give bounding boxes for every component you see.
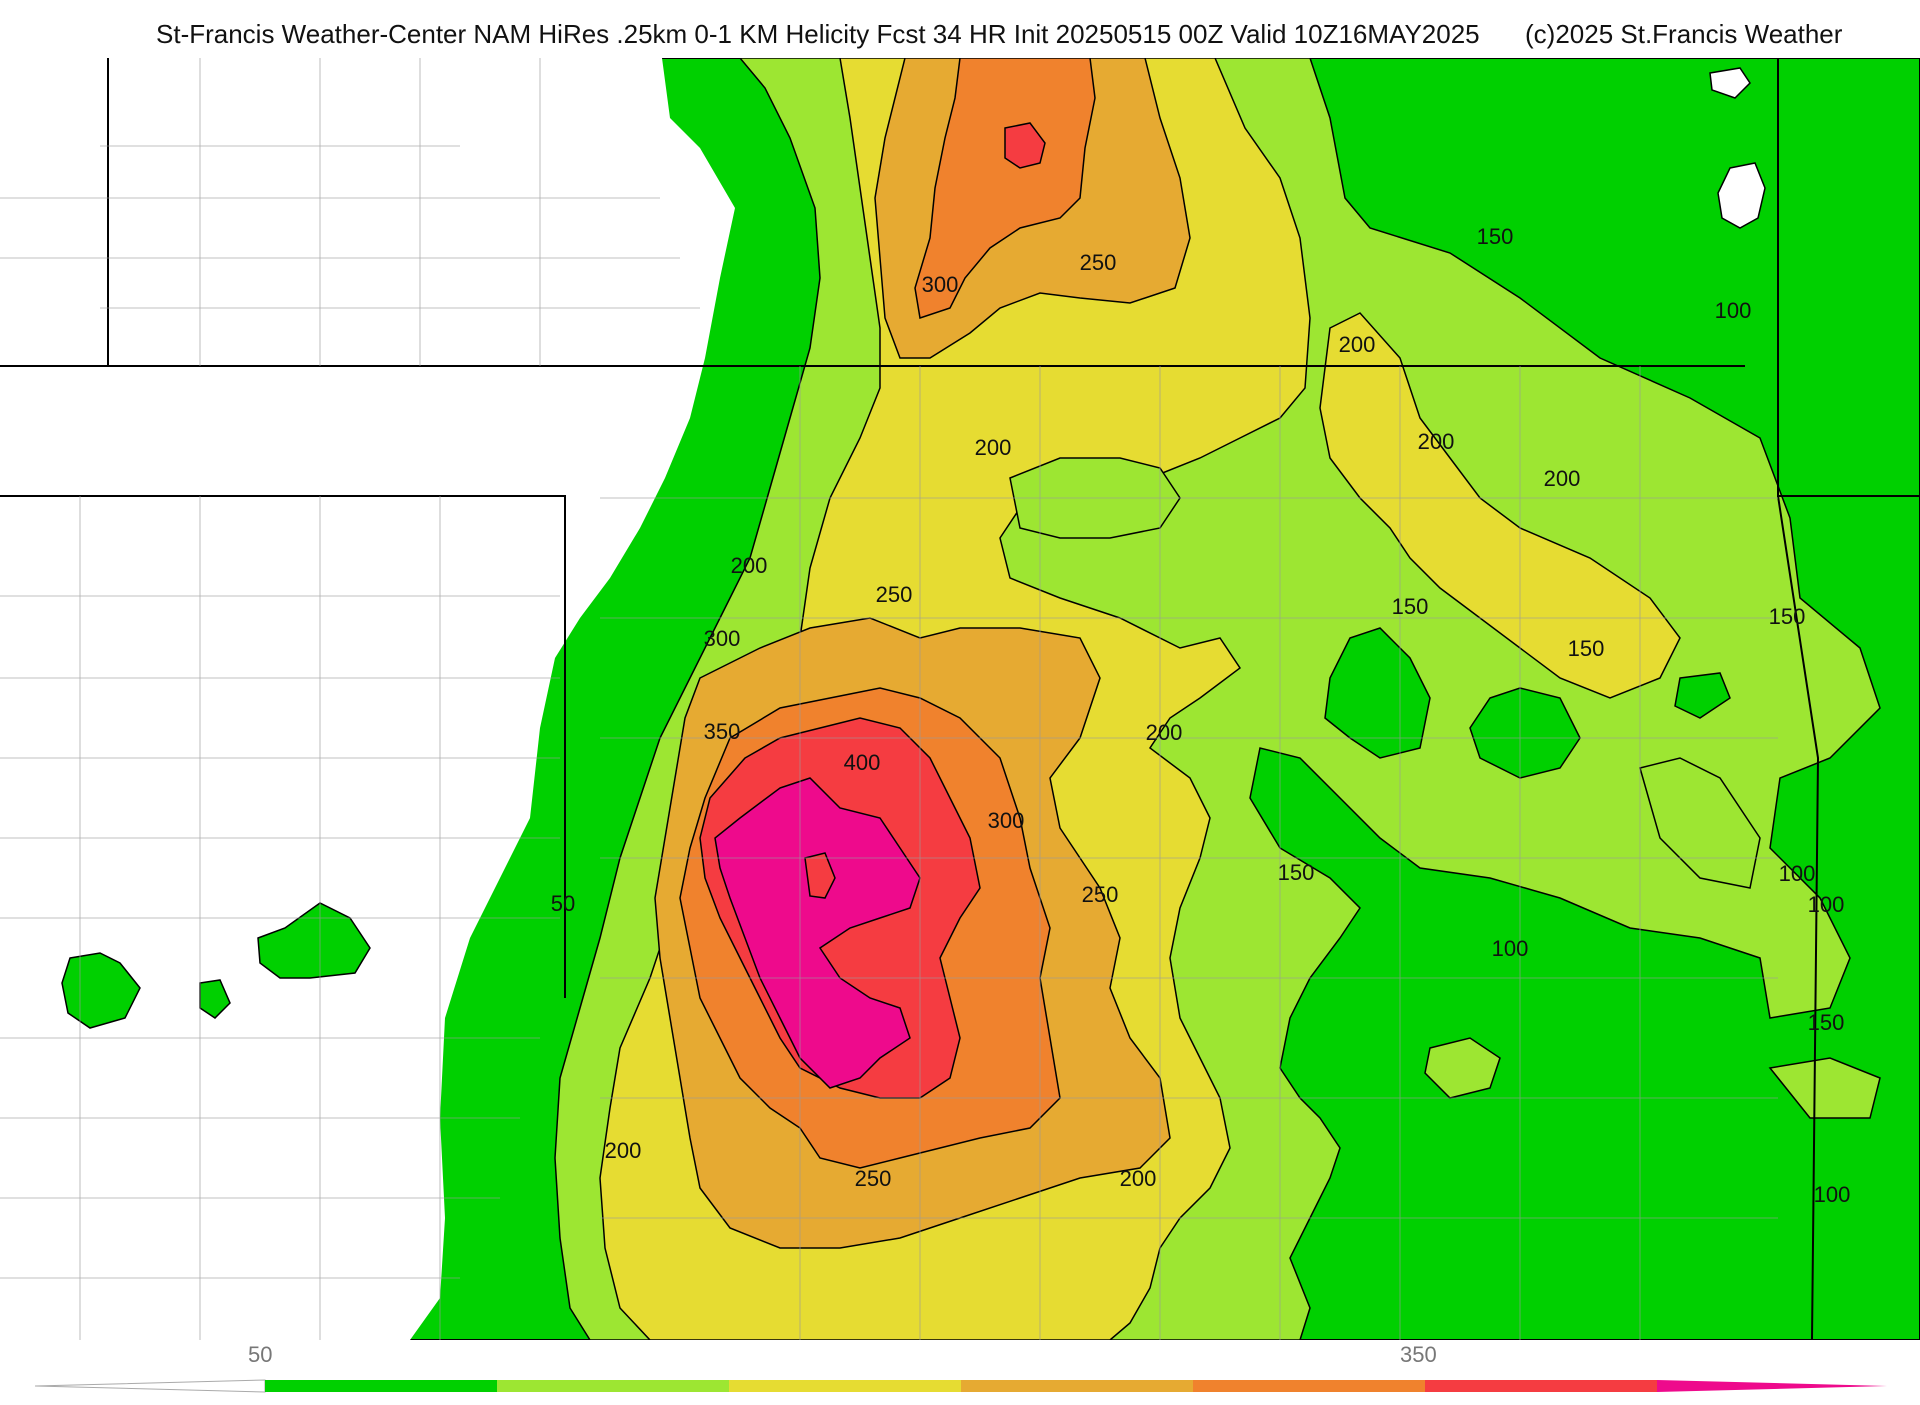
- legend-swatch: [961, 1380, 1193, 1392]
- contour-label: 200: [1339, 332, 1376, 357]
- map-title-bar: St-Francis Weather-Center NAM HiRes .25k…: [0, 0, 1920, 58]
- helicity-band-200: [1319, 312, 1681, 699]
- contour-label: 400: [844, 750, 881, 775]
- lake-shape: [1709, 67, 1751, 99]
- legend-tick-50: 50: [248, 1342, 273, 1367]
- helicity-band-400: [714, 777, 921, 1089]
- helicity-band-150: [1424, 1037, 1501, 1099]
- contour-label: 200: [605, 1138, 642, 1163]
- contour-label: 200: [1418, 429, 1455, 454]
- contour-label: 50: [551, 891, 575, 916]
- contour-label: 200: [1544, 466, 1581, 491]
- contour-label: 300: [922, 272, 959, 297]
- contour-label: 300: [704, 626, 741, 651]
- contour-label: 150: [1278, 860, 1315, 885]
- contour-label: 200: [975, 435, 1012, 460]
- contour-label: 150: [1392, 594, 1429, 619]
- legend-bar: [34, 1379, 1887, 1393]
- helicity-blob-50: [257, 902, 371, 979]
- contour-label: 250: [876, 582, 913, 607]
- legend-swatch: [1425, 1380, 1657, 1392]
- helicity-band-150: [1768, 1057, 1881, 1119]
- contour-label: 250: [855, 1166, 892, 1191]
- contour-label: 150: [1568, 636, 1605, 661]
- helicity-blob-50: [61, 952, 141, 1029]
- helicity-map: 300 250 150 100 200 200 200 200 200 250 300 150 150 1…: [0, 58, 1920, 1340]
- helicity-hole-350: [804, 852, 836, 899]
- legend-swatch: [265, 1380, 497, 1392]
- state-boundaries: [0, 58, 1920, 1340]
- contour-label: 200: [731, 553, 768, 578]
- helicity-band-150: [1639, 757, 1761, 889]
- contour-label: 100: [1715, 298, 1752, 323]
- contour-labels: 300 250 150 100 200 200 200 200 200 250 300 150 150 1…: [551, 224, 1851, 1207]
- helicity-band-350: [1004, 122, 1046, 169]
- contour-label: 250: [1080, 250, 1117, 275]
- contour-label: 200: [1146, 720, 1183, 745]
- copyright-text: (c)2025 St.Francis Weather: [1525, 19, 1843, 49]
- legend-arrow-low: [34, 1379, 266, 1393]
- contour-label: 100: [1814, 1182, 1851, 1207]
- contour-label: 350: [704, 719, 741, 744]
- legend-swatch: [497, 1380, 729, 1392]
- contour-label: 150: [1808, 1010, 1845, 1035]
- contour-label: 100: [1779, 861, 1816, 886]
- lake-shape: [1717, 162, 1766, 229]
- contour-label: 200: [1120, 1166, 1157, 1191]
- contour-label: 100: [1808, 892, 1845, 917]
- contour-label: 300: [988, 808, 1025, 833]
- contour-label: 100: [1492, 936, 1529, 961]
- contour-label: 250: [1082, 882, 1119, 907]
- county-lines: [0, 58, 1778, 1340]
- color-legend: 50 350: [0, 1340, 1920, 1400]
- legend-swatch: [1193, 1380, 1425, 1392]
- legend-tick-350: 350: [1400, 1342, 1437, 1367]
- map-title: St-Francis Weather-Center NAM HiRes .25k…: [156, 19, 1480, 49]
- masked-region: [0, 58, 735, 1340]
- helicity-band-300: [914, 58, 1096, 319]
- legend-swatch: [729, 1380, 961, 1392]
- contour-label: 150: [1769, 604, 1806, 629]
- contour-label: 150: [1477, 224, 1514, 249]
- helicity-hole-100: [1674, 672, 1731, 719]
- legend-arrow-high: [1657, 1380, 1887, 1392]
